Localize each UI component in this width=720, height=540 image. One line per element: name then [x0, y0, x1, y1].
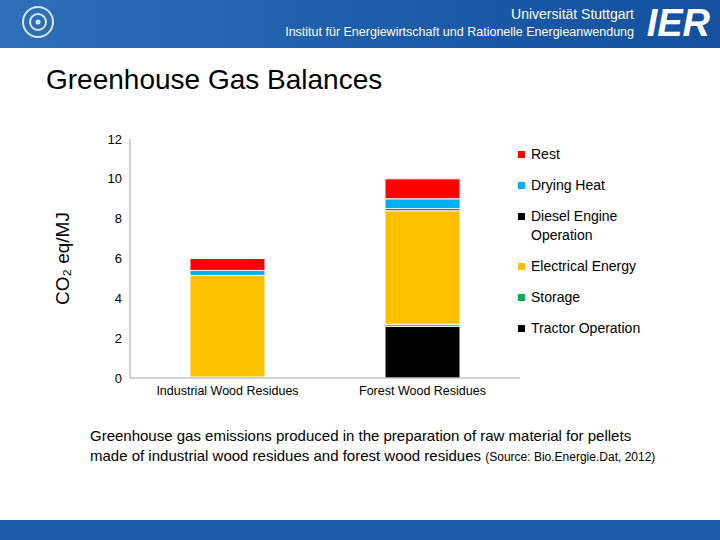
html-text:IER: IER [646, 2, 710, 44]
svg-text:8: 8 [115, 211, 122, 226]
svg-text:2: 2 [115, 331, 122, 346]
html-text:Universität Stuttgart: Universität Stuttgart [511, 6, 634, 22]
svg-text:0: 0 [115, 371, 122, 386]
svg-text:4: 4 [115, 291, 122, 306]
svg-text:Industrial Wood Residues: Industrial Wood Residues [156, 384, 298, 398]
svg-text:12: 12 [108, 132, 122, 147]
svg-text:CO₂ eq/MJ: CO₂ eq/MJ [52, 212, 73, 305]
html-text:Tractor Operation: Tractor Operation [531, 320, 641, 336]
svg-text:Forest Wood Residues: Forest Wood Residues [359, 384, 486, 398]
svg-text:10: 10 [108, 171, 122, 186]
html-text:Drying Heat: Drying Heat [531, 177, 605, 193]
html-text:Diesel Engine Operation: Diesel Engine Operation [531, 208, 618, 243]
svg-text:6: 6 [115, 251, 122, 266]
html-text:Storage: Storage [531, 289, 580, 305]
html-text:Greenhouse gas emissions produ: Greenhouse gas emissions produced in the… [90, 427, 656, 464]
html-text:Rest: Rest [531, 146, 560, 162]
html-text:Electrical Energy: Electrical Energy [531, 258, 636, 274]
html-text:Greenhouse Gas Balances: Greenhouse Gas Balances [46, 64, 383, 95]
html-text:Institut für Energiewirtschaft: Institut für Energiewirtschaft und Ratio… [285, 25, 634, 39]
